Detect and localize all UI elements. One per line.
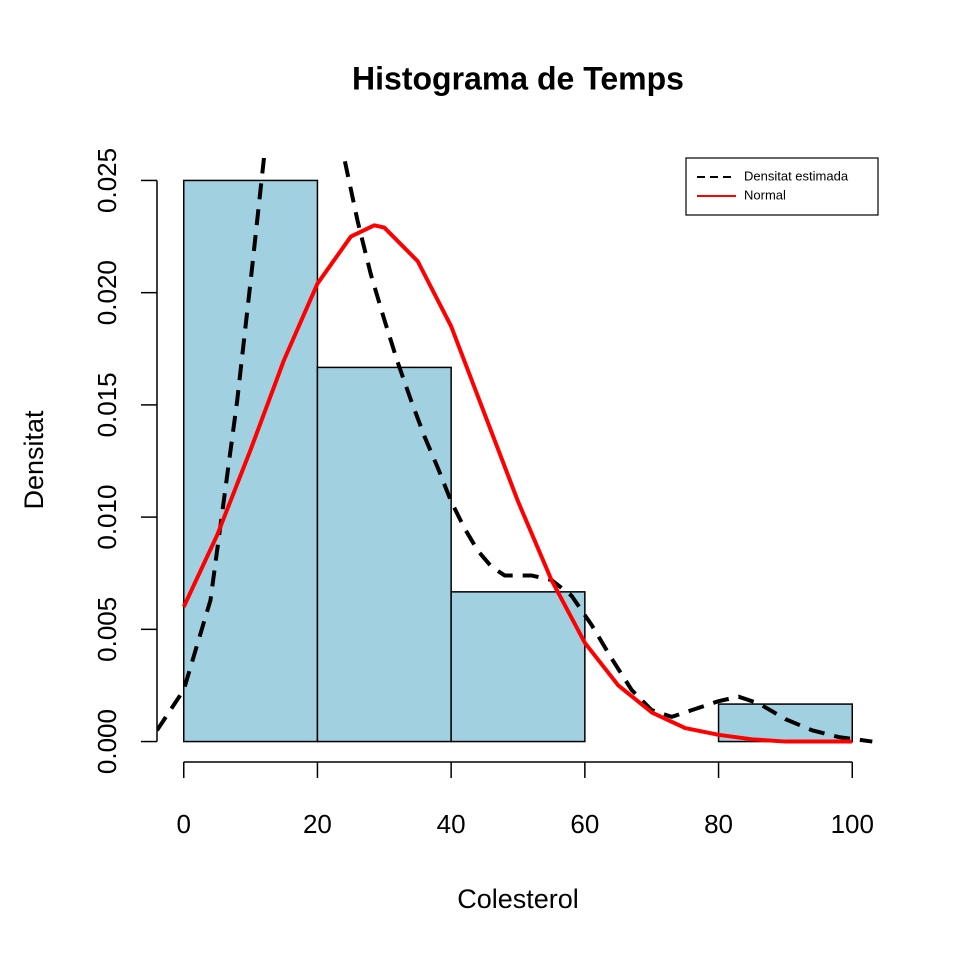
density-line — [181, 223, 853, 744]
bar — [450, 591, 586, 743]
bar — [316, 366, 452, 743]
y-tick-label: 0.000 — [92, 709, 122, 774]
chart-title: Histograma de Temps — [352, 60, 684, 96]
x-tick-label: 40 — [437, 809, 466, 839]
legend: Densitat estimada Normal — [685, 157, 879, 216]
legend-label: Normal — [744, 187, 786, 202]
y-tick-label: 0.005 — [92, 597, 122, 662]
x-tick-label: 100 — [831, 809, 874, 839]
x-tick-label: 20 — [303, 809, 332, 839]
curves — [157, 158, 873, 744]
x-tick-label: 80 — [704, 809, 733, 839]
y-tick-label: 0.015 — [92, 372, 122, 437]
y-tick-label: 0.025 — [92, 148, 122, 213]
y-tick-label: 0.020 — [92, 260, 122, 325]
legend-label: Densitat estimada — [744, 168, 849, 183]
x-tick-label: 0 — [177, 809, 191, 839]
legend-box — [685, 157, 879, 216]
bar — [717, 703, 854, 743]
y-tick-label: 0.010 — [92, 485, 122, 550]
x-tick-label: 60 — [570, 809, 599, 839]
x-axis-label: Colesterol — [457, 884, 579, 914]
y-axis-label: Densitat — [19, 410, 49, 510]
density-line — [157, 158, 873, 744]
